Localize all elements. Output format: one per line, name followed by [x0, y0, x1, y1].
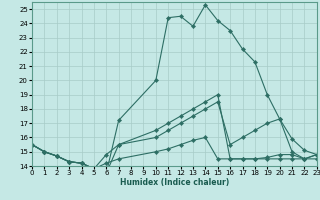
X-axis label: Humidex (Indice chaleur): Humidex (Indice chaleur) — [120, 178, 229, 187]
